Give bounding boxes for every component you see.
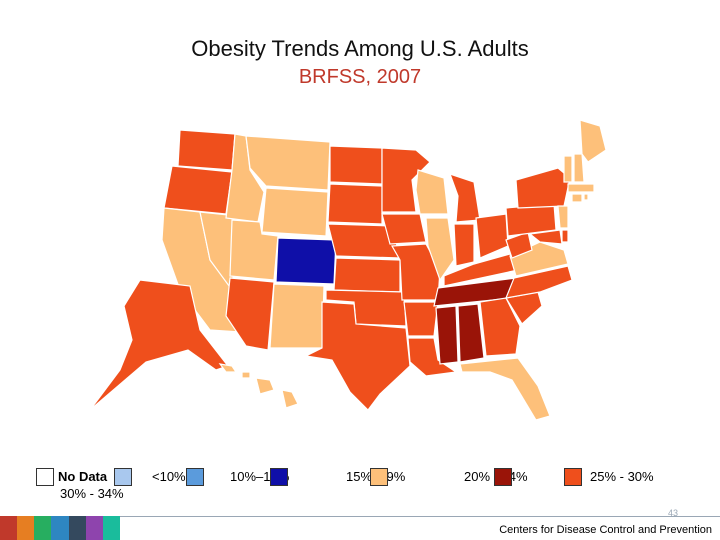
legend-label-30-34: 30% - 34% xyxy=(60,486,124,501)
state-vermont xyxy=(563,155,573,183)
state-north-dakota xyxy=(329,145,383,185)
state-wyoming xyxy=(261,187,329,237)
state-alabama xyxy=(457,303,485,363)
state-maryland xyxy=(528,229,563,245)
legend-label-25-30: 25% - 30% xyxy=(590,469,654,484)
legend-swatch-20-24 xyxy=(370,468,388,486)
state-indiana xyxy=(453,223,475,267)
state-ohio xyxy=(475,213,509,259)
footer-bar-segment xyxy=(102,516,120,540)
legend-swatch-15-19 xyxy=(270,468,288,486)
state-south-dakota xyxy=(327,183,383,225)
state-north-carolina xyxy=(505,265,573,299)
legend-swatch-30-34 xyxy=(494,468,512,486)
footer-bar-segment xyxy=(17,516,35,540)
legend-label-no-data: No Data xyxy=(58,469,108,484)
state-minnesota xyxy=(381,147,431,213)
state-maine xyxy=(579,119,607,163)
state-louisiana xyxy=(407,337,458,377)
state-new-york xyxy=(515,167,571,209)
state-utah xyxy=(229,219,279,281)
state-rhode-island xyxy=(583,193,589,201)
state-georgia xyxy=(479,297,521,357)
us-obesity-map xyxy=(89,119,607,421)
state-delaware xyxy=(561,229,569,243)
footer-bar-segment xyxy=(34,516,52,540)
state-new-hampshire xyxy=(573,153,585,183)
state-alaska xyxy=(89,279,229,411)
footer-bar-segment xyxy=(68,516,86,540)
state-arizona xyxy=(225,277,275,351)
legend: No Data <10% 10%–14% 15%–19% 20% - 24% 2… xyxy=(34,464,674,504)
state-arkansas xyxy=(403,301,439,337)
state-florida xyxy=(459,357,551,421)
state-mississippi xyxy=(435,305,459,365)
state-new-jersey xyxy=(557,205,569,229)
state-oregon xyxy=(163,165,233,215)
state-iowa xyxy=(381,213,427,245)
state-massachusetts xyxy=(567,183,595,193)
legend-swatch-10-14 xyxy=(186,468,204,486)
footer-bar-segment xyxy=(0,516,18,540)
legend-swatch-25-30 xyxy=(564,468,582,486)
state-wisconsin xyxy=(415,169,449,215)
footer-org: Centers for Disease Control and Preventi… xyxy=(499,524,712,536)
footer-bar-segment xyxy=(85,516,103,540)
legend-swatch-lt10 xyxy=(114,468,132,486)
footer-color-bar xyxy=(0,516,120,540)
page-subtitle: BRFSS, 2007 xyxy=(298,66,422,88)
state-montana xyxy=(245,135,331,191)
state-washington xyxy=(177,129,236,171)
page-title: Obesity Trends Among U.S. Adults xyxy=(191,36,529,61)
state-hawaii xyxy=(218,363,299,409)
state-new-mexico xyxy=(269,283,325,349)
state-michigan xyxy=(449,173,481,223)
footer-line xyxy=(120,516,720,517)
legend-swatch-no-data xyxy=(36,468,54,486)
state-colorado xyxy=(275,237,337,285)
footer-bar-segment xyxy=(51,516,69,540)
state-illinois xyxy=(425,217,455,282)
state-kansas xyxy=(333,257,401,293)
page-number: 43 xyxy=(667,508,678,518)
state-connecticut xyxy=(571,193,583,203)
state-texas xyxy=(304,301,411,411)
legend-label-lt10: <10% xyxy=(152,469,186,484)
